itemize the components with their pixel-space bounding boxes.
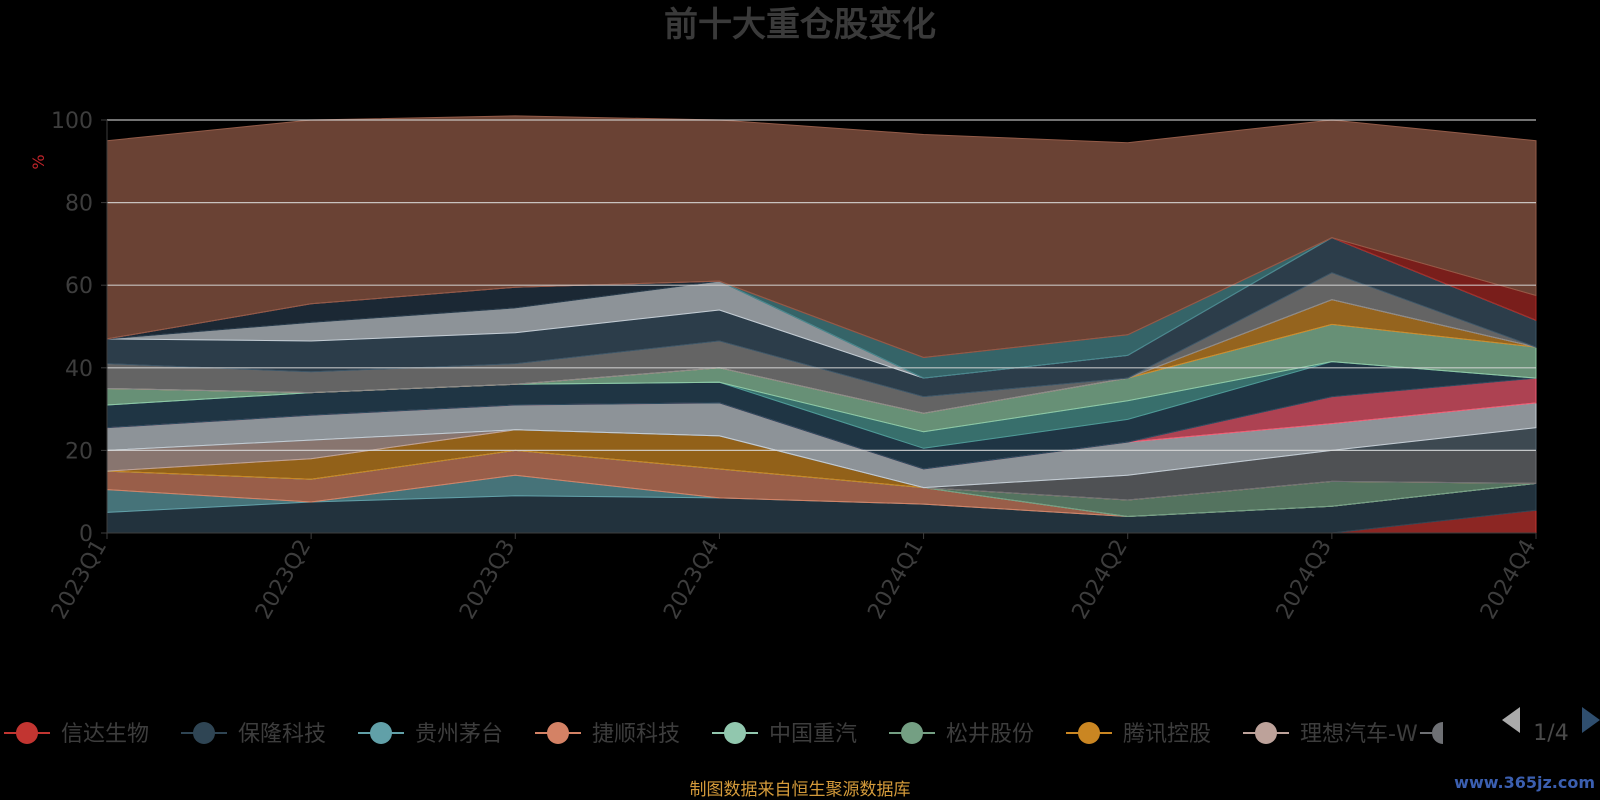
legend-label: 理想汽车-W — [1300, 722, 1418, 747]
legend-label: 保隆科技 — [238, 722, 326, 747]
legend-label: 松井股份 — [946, 722, 1034, 747]
legend-marker-icon — [1078, 722, 1100, 744]
legend-next-icon[interactable] — [1582, 707, 1600, 733]
y-tick-label: 0 — [79, 522, 93, 547]
legend-item[interactable]: 捷顺科技 — [535, 722, 680, 747]
legend-page-indicator: 1/4 — [1533, 721, 1568, 746]
y-tick-label: 80 — [65, 192, 93, 217]
x-tick-label: 2023Q4 — [659, 536, 724, 624]
x-tick-label: 2023Q1 — [47, 536, 112, 624]
y-tick-label: 40 — [65, 357, 93, 382]
legend-label: 贵州茅台 — [415, 722, 503, 747]
legend-label: 捷顺科技 — [592, 722, 680, 747]
legend-marker-icon — [901, 722, 923, 744]
legend-pager[interactable]: 1/4 — [1502, 707, 1600, 746]
y-tick-label: 20 — [65, 439, 93, 464]
legend-marker-icon — [16, 722, 38, 744]
x-tick-label: 2024Q4 — [1476, 536, 1541, 624]
legend-item[interactable]: 信达生物 — [4, 722, 149, 747]
watermark: www.365jz.com — [1454, 773, 1595, 792]
x-tick-label: 2023Q3 — [455, 536, 520, 624]
x-tick-label: 2023Q2 — [251, 536, 316, 624]
legend-marker-icon — [193, 722, 215, 744]
legend-item[interactable]: 中国重汽 — [712, 722, 857, 747]
footer-note: 制图数据来自恒生聚源数据库 — [690, 780, 911, 800]
legend-label: 信达生物 — [61, 722, 149, 747]
x-tick-label: 2024Q3 — [1272, 536, 1337, 624]
area-series-23[interactable] — [106, 115, 1537, 359]
grid-lines — [107, 119, 1536, 451]
legend-item-clipped[interactable] — [1420, 722, 1443, 744]
legend-item[interactable]: 保隆科技 — [181, 722, 326, 747]
legend-item[interactable]: 贵州茅台 — [358, 722, 503, 747]
x-tick-label: 2024Q1 — [863, 536, 928, 624]
legend-prev-icon[interactable] — [1502, 707, 1520, 733]
legend-marker-icon — [1255, 722, 1277, 744]
x-axis: 2023Q1 2023Q2 2023Q3 2023Q4 2024Q1 2024Q2 2024… — [47, 532, 1541, 624]
legend-marker-icon — [370, 722, 392, 744]
legend-marker-icon — [1432, 722, 1443, 744]
legend-marker-icon — [547, 722, 569, 744]
x-tick-label: 2024Q2 — [1068, 536, 1133, 624]
legend-item[interactable]: 腾讯控股 — [1066, 722, 1211, 747]
legend-item[interactable]: 理想汽车-W — [1243, 722, 1418, 747]
area-series-group — [106, 115, 1537, 534]
chart-title: 前十大重仓股变化 — [664, 5, 936, 45]
legend-item[interactable]: 松井股份 — [889, 722, 1034, 747]
legend-label: 中国重汽 — [769, 722, 857, 747]
y-tick-label: 60 — [65, 274, 93, 299]
y-axis-label: % — [29, 154, 48, 169]
legend[interactable]: 信达生物 保隆科技 贵州茅台 捷顺科技 中国重汽 松井股份 腾讯控股 理想汽车-W — [4, 722, 1443, 747]
y-axis: 0 20 40 60 80 100 — [51, 109, 108, 547]
legend-label: 腾讯控股 — [1123, 722, 1211, 747]
y-tick-label: 100 — [51, 109, 93, 134]
legend-marker-icon — [724, 722, 746, 744]
